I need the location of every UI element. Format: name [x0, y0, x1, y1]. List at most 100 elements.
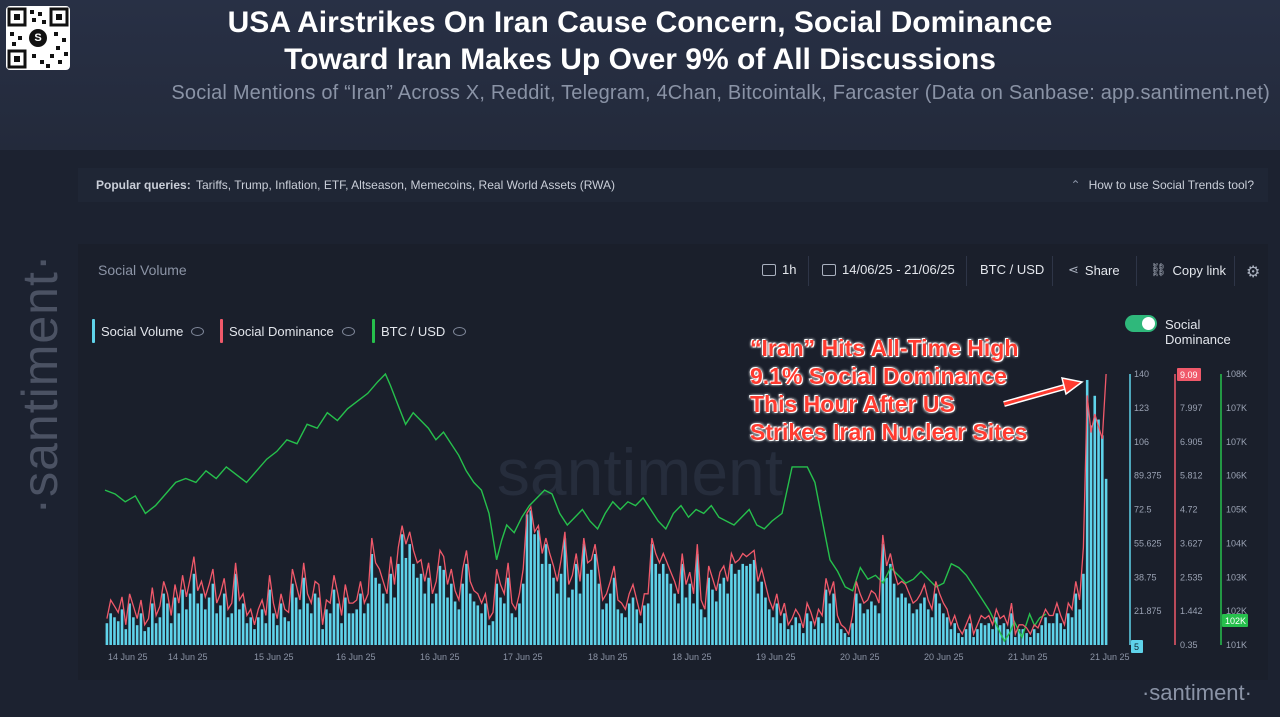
- popular-queries-label: Popular queries:: [96, 178, 191, 192]
- y-tick-label: 102K: [1226, 606, 1247, 616]
- y-tick-label: 106: [1134, 437, 1149, 447]
- toolbar-divider: [966, 256, 967, 286]
- annotation-line-1: “Iran” Hits All-Time High: [750, 335, 1019, 361]
- y-tick-label: 38.75: [1134, 572, 1157, 582]
- social-volume-bar: [786, 629, 790, 645]
- social-volume-current-badge-text: 5: [1134, 642, 1139, 652]
- social-volume-bar: [953, 623, 956, 645]
- social-volume-bar: [116, 621, 120, 645]
- social-volume-bar: [998, 625, 1002, 645]
- x-tick-label: 20 Jun 25: [840, 652, 880, 662]
- social-volume-bar: [764, 597, 767, 645]
- y-tick-label: 107K: [1226, 437, 1247, 447]
- interval-selector[interactable]: 1h: [762, 262, 796, 277]
- social-volume-bar: [631, 597, 635, 645]
- social-volume-bar: [1074, 593, 1078, 645]
- social-volume-bar: [1078, 609, 1081, 645]
- social-volume-bar: [870, 601, 873, 645]
- social-volume-bar: [904, 597, 907, 645]
- bottom-watermark-logo: ·santiment·: [1141, 680, 1252, 705]
- social-volume-bar: [601, 609, 604, 645]
- social-volume-bar: [177, 613, 181, 645]
- social-volume-bar: [431, 603, 434, 645]
- social-volume-bar: [987, 623, 991, 645]
- social-volume-bar: [654, 563, 657, 645]
- social-volume-bar: [362, 613, 366, 645]
- social-volume-bar: [847, 637, 851, 645]
- social-volume-bar: [344, 597, 347, 645]
- social-volume-bar: [438, 565, 442, 645]
- qr-code-icon: S: [6, 6, 70, 70]
- social-volume-bar: [783, 613, 786, 645]
- social-volume-bar: [491, 621, 495, 645]
- social-dominance-toggle[interactable]: [1125, 315, 1157, 332]
- social-volume-bar: [434, 593, 438, 645]
- y-tick-label: 6.905: [1180, 437, 1203, 447]
- eye-icon[interactable]: [453, 326, 467, 336]
- social-volume-bar: [207, 597, 211, 645]
- social-volume-bar: [154, 623, 158, 645]
- social-volume-bar: [616, 609, 620, 645]
- howto-link[interactable]: ⌃ How to use Social Trends tool?: [1071, 178, 1254, 192]
- social-volume-bar: [926, 609, 930, 645]
- social-volume-bar: [393, 597, 396, 645]
- social-volume-bar: [317, 597, 321, 645]
- howto-label: How to use Social Trends tool?: [1088, 178, 1254, 192]
- social-volume-bar: [397, 563, 400, 645]
- social-volume-bar: [1036, 633, 1040, 645]
- social-volume-bar: [836, 623, 839, 645]
- social-volume-bar: [487, 625, 491, 645]
- social-volume-bar: [832, 593, 835, 645]
- social-volume-bar: [514, 617, 517, 645]
- social-volume-bar: [306, 603, 309, 645]
- chart-watermark: santiment: [497, 435, 783, 509]
- social-volume-bar: [563, 538, 567, 645]
- social-volume-bar: [241, 603, 245, 645]
- social-volume-bar: [911, 613, 915, 645]
- social-volume-bar: [332, 589, 336, 645]
- social-volume-bar: [302, 577, 305, 645]
- social-volume-bar: [166, 603, 169, 645]
- gear-icon: ⚙: [1246, 264, 1261, 281]
- legend-social-dominance[interactable]: Social Dominance: [220, 319, 355, 343]
- social-volume-bar: [503, 603, 506, 645]
- date-range-picker[interactable]: 14/06/25 - 21/06/25: [822, 262, 955, 277]
- social-volume-bar: [461, 583, 464, 645]
- calendar-icon: [822, 263, 836, 276]
- social-volume-bar: [226, 617, 230, 645]
- x-tick-label: 16 Jun 25: [420, 652, 460, 662]
- eye-icon[interactable]: [191, 326, 205, 336]
- popular-queries-list[interactable]: Tariffs, Trump, Inflation, ETF, Altseaso…: [196, 178, 616, 192]
- title-line-2: Toward Iran Makes Up Over 9% of All Disc…: [284, 43, 996, 76]
- social-volume-bar: [593, 554, 597, 645]
- social-volume-bar: [650, 544, 654, 645]
- social-volume-bar: [139, 613, 143, 645]
- social-volume-bar: [552, 577, 555, 645]
- social-volume-bar: [468, 593, 472, 645]
- social-volume-bar: [257, 617, 260, 645]
- share-button[interactable]: ⋖ Share: [1068, 262, 1120, 278]
- social-volume-bar: [222, 593, 226, 645]
- pair-selector[interactable]: BTC / USD: [980, 262, 1044, 277]
- legend-social-volume[interactable]: Social Volume: [92, 319, 205, 343]
- settings-button[interactable]: ⚙: [1246, 262, 1260, 282]
- social-volume-bar: [268, 589, 271, 645]
- social-volume-bar: [272, 613, 275, 645]
- social-volume-bar: [351, 613, 355, 645]
- social-volume-bar: [415, 577, 419, 645]
- social-volume-bar: [385, 603, 389, 645]
- social-volume-bar: [851, 623, 854, 645]
- legend-label-btc-usd: BTC / USD: [381, 323, 446, 339]
- social-volume-bar: [518, 603, 521, 645]
- x-tick-label: 21 Jun 25: [1008, 652, 1048, 662]
- eye-icon[interactable]: [341, 326, 355, 336]
- copy-link-button[interactable]: ⛓ Copy link: [1150, 262, 1226, 278]
- social-volume-bar: [366, 603, 370, 645]
- social-dominance-current-badge-text: 9.09: [1180, 370, 1198, 380]
- social-volume-bar: [858, 603, 862, 645]
- social-volume-bar: [173, 597, 177, 645]
- social-volume-bar: [124, 629, 128, 645]
- legend-btc-usd[interactable]: BTC / USD: [372, 319, 467, 343]
- social-volume-bar: [147, 627, 150, 645]
- social-volume-bar: [968, 623, 972, 645]
